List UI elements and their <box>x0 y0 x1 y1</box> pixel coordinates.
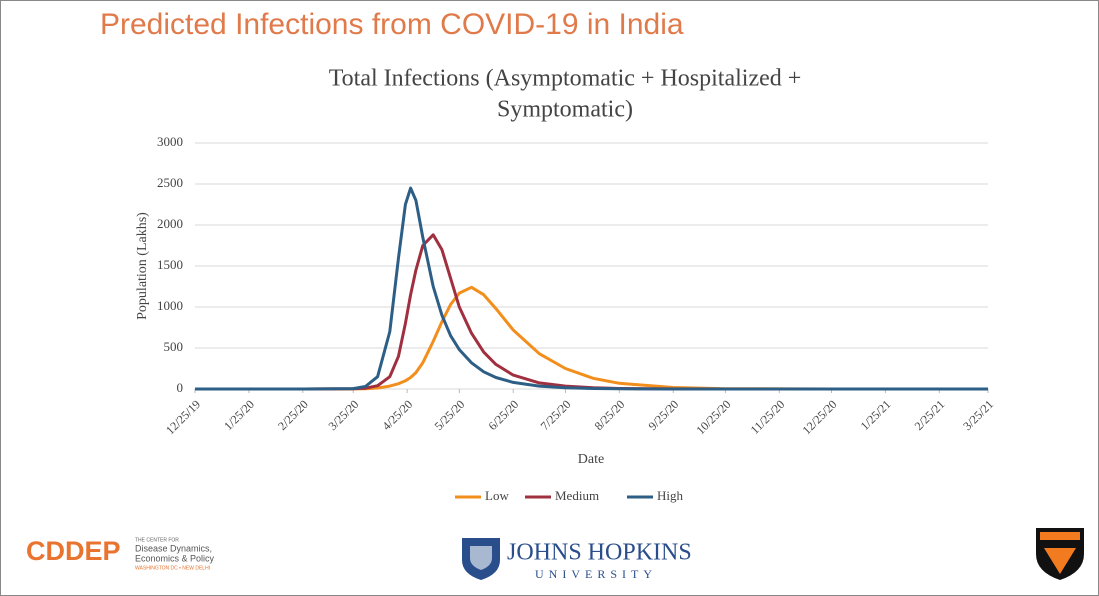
y-tick-label: 1000 <box>157 298 183 313</box>
y-tick-label: 3000 <box>157 134 183 149</box>
chart-title: Symptomatic) <box>497 97 633 123</box>
y-tick-label: 500 <box>164 339 184 354</box>
y-tick-label: 2500 <box>157 175 183 190</box>
legend-label: Low <box>485 488 509 503</box>
cddep-small: THE CENTER FOR <box>135 537 179 543</box>
princeton-shield-detail <box>1040 532 1080 574</box>
y-tick-label: 2000 <box>157 216 183 231</box>
slide-title: Predicted Infections from COVID-19 in In… <box>100 8 684 41</box>
cddep-line: Disease Dynamics, <box>135 543 212 553</box>
legend-label: Medium <box>555 488 599 503</box>
series-line <box>195 186 988 391</box>
y-tick-label: 1500 <box>157 257 183 272</box>
y-axis-label: Population (Lakhs) <box>135 212 150 320</box>
cddep-logo-text: CDDEP <box>26 536 121 566</box>
jhu-logo: JOHNS HOPKINS UNIVERSITY <box>462 538 692 581</box>
cddep-cities: WASHINGTON DC • NEW DELHI <box>135 565 210 571</box>
chart-title: Total Infections (Asymptomatic + Hospita… <box>329 66 802 92</box>
jhu-sub: UNIVERSITY <box>535 567 657 581</box>
legend-label: High <box>657 488 684 503</box>
jhu-shield-inner <box>470 546 492 570</box>
series-line <box>195 285 988 391</box>
cddep-line: Economics & Policy <box>135 553 215 563</box>
jhu-text: JOHNS HOPKINS <box>507 540 692 566</box>
princeton-logo <box>1036 528 1084 580</box>
cddep-logo: CDDEP THE CENTER FOR Disease Dynamics, E… <box>26 536 215 571</box>
y-tick-label: 0 <box>177 380 184 395</box>
x-axis-label: Date <box>578 452 604 467</box>
